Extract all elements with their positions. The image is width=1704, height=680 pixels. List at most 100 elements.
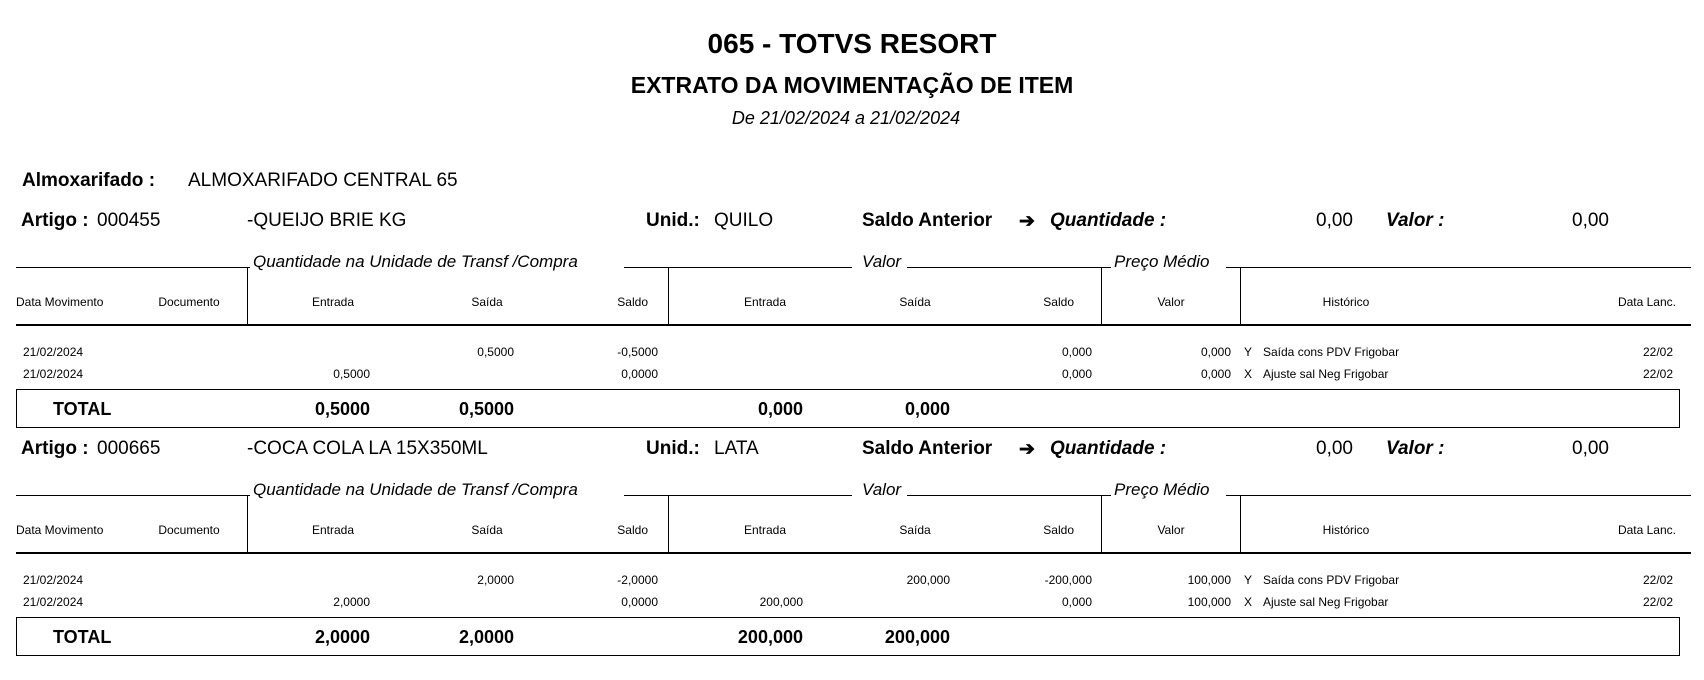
cell-pm-valor: 0,000 bbox=[1200, 345, 1231, 359]
header-bottom-line bbox=[16, 552, 1691, 554]
column-header: Entrada bbox=[743, 295, 787, 309]
report-subtitle: EXTRATO DA MOVIMENTAÇÃO DE ITEM bbox=[630, 72, 1074, 98]
cell-tipo: Y bbox=[1244, 573, 1253, 587]
column-header: Saída bbox=[899, 523, 931, 537]
column-header: Data Lanc. bbox=[1617, 295, 1676, 309]
total-v-saida: 200,000 bbox=[884, 627, 950, 647]
cell-data-lanc: 22/02 bbox=[1642, 573, 1673, 587]
column-header: Valor bbox=[1157, 523, 1185, 537]
saldo-anterior-label: Saldo Anterior bbox=[862, 210, 993, 231]
unid-label: Unid.: bbox=[646, 438, 700, 459]
almoxarifado-label: Almoxarifado : bbox=[22, 170, 156, 191]
column-divider bbox=[1101, 267, 1102, 325]
column-header: Data Movimento bbox=[16, 523, 104, 537]
total-label: TOTAL bbox=[53, 399, 112, 419]
divider bbox=[16, 495, 250, 496]
group-header-preco-medio: Preço Médio bbox=[1114, 480, 1210, 499]
cell-v-saida: 200,000 bbox=[906, 573, 950, 587]
total-v-entrada: 0,000 bbox=[757, 399, 803, 419]
column-divider bbox=[1240, 495, 1241, 553]
cell-tipo: Y bbox=[1244, 345, 1253, 359]
valor-label: Valor : bbox=[1386, 210, 1445, 231]
column-header: Documento bbox=[158, 523, 220, 537]
saldo-valor: 0,00 bbox=[1572, 438, 1609, 459]
cell-historico: Ajuste sal Neg Frigobar bbox=[1263, 595, 1389, 609]
divider bbox=[624, 495, 852, 496]
cell-q-saldo: -0,5000 bbox=[617, 345, 658, 359]
column-header: Saldo bbox=[617, 523, 648, 537]
divider bbox=[624, 267, 852, 268]
column-header: Data Movimento bbox=[16, 295, 104, 309]
column-header: Histórico bbox=[1322, 523, 1370, 537]
cell-q-entrada: 2,0000 bbox=[333, 595, 370, 609]
divider bbox=[1226, 267, 1691, 268]
artigo-code: 000455 bbox=[97, 210, 161, 231]
cell-q-entrada: 0,5000 bbox=[333, 367, 370, 381]
column-header: Entrada bbox=[311, 295, 355, 309]
divider bbox=[1226, 495, 1691, 496]
cell-tipo: X bbox=[1244, 367, 1253, 381]
cell-q-saldo: 0,0000 bbox=[621, 367, 658, 381]
cell-historico: Ajuste sal Neg Frigobar bbox=[1263, 367, 1389, 381]
saldo-quantidade: 0,00 bbox=[1316, 438, 1353, 459]
artigo-label: Artigo : bbox=[21, 438, 89, 459]
cell-v-entrada: 200,000 bbox=[759, 595, 803, 609]
unid-value: LATA bbox=[714, 438, 759, 459]
column-header: Entrada bbox=[311, 523, 355, 537]
cell-v-saldo: 0,000 bbox=[1061, 345, 1092, 359]
cell-v-saldo: 0,000 bbox=[1061, 595, 1092, 609]
total-q-entrada: 2,0000 bbox=[314, 627, 370, 647]
cell-pm-valor: 100,000 bbox=[1187, 595, 1231, 609]
total-row bbox=[16, 389, 1680, 428]
column-divider bbox=[1240, 267, 1241, 325]
column-header: Valor bbox=[1157, 295, 1185, 309]
report-title: 065 - TOTVS RESORT bbox=[707, 28, 997, 59]
column-header: Saldo bbox=[1043, 523, 1074, 537]
saldo-anterior-label: Saldo Anterior bbox=[862, 438, 993, 459]
total-v-saida: 0,000 bbox=[904, 399, 950, 419]
report-period: De 21/02/2024 a 21/02/2024 bbox=[731, 108, 961, 128]
valor-label: Valor : bbox=[1386, 438, 1445, 459]
column-divider bbox=[668, 495, 669, 553]
unid-value: QUILO bbox=[714, 210, 774, 231]
column-header: Saída bbox=[899, 295, 931, 309]
cell-q-saldo: -2,0000 bbox=[617, 573, 658, 587]
artigo-name: -QUEIJO BRIE KG bbox=[247, 210, 407, 231]
divider bbox=[16, 267, 250, 268]
cell-v-saldo: -200,000 bbox=[1044, 573, 1092, 587]
cell-historico: Saída cons PDV Frigobar bbox=[1263, 573, 1400, 587]
unid-label: Unid.: bbox=[646, 210, 700, 231]
cell-pm-valor: 0,000 bbox=[1200, 367, 1231, 381]
column-header: Saída bbox=[471, 295, 503, 309]
total-q-entrada: 0,5000 bbox=[314, 399, 370, 419]
cell-q-saida: 0,5000 bbox=[477, 345, 514, 359]
saldo-valor: 0,00 bbox=[1572, 210, 1609, 231]
group-header-preco-medio: Preço Médio bbox=[1114, 252, 1210, 271]
column-header: Saldo bbox=[617, 295, 648, 309]
cell-q-saldo: 0,0000 bbox=[621, 595, 658, 609]
quantidade-label: Quantidade : bbox=[1050, 210, 1167, 231]
arrow-right-icon: ➔ bbox=[1019, 211, 1035, 232]
column-divider bbox=[1101, 495, 1102, 553]
cell-q-saida: 2,0000 bbox=[477, 573, 514, 587]
cell-data: 21/02/2024 bbox=[23, 345, 84, 359]
column-header: Data Lanc. bbox=[1617, 523, 1676, 537]
column-header: Saldo bbox=[1043, 295, 1074, 309]
cell-tipo: X bbox=[1244, 595, 1253, 609]
saldo-quantidade: 0,00 bbox=[1316, 210, 1353, 231]
arrow-right-icon: ➔ bbox=[1019, 439, 1035, 460]
group-header-quantidade: Quantidade na Unidade de Transf /Compra bbox=[253, 252, 578, 271]
column-header: Histórico bbox=[1322, 295, 1370, 309]
group-header-valor: Valor bbox=[862, 252, 902, 271]
almoxarifado-value: ALMOXARIFADO CENTRAL 65 bbox=[188, 170, 458, 191]
total-label: TOTAL bbox=[53, 627, 112, 647]
total-q-saida: 0,5000 bbox=[458, 399, 514, 419]
column-header: Saída bbox=[471, 523, 503, 537]
column-header: Entrada bbox=[743, 523, 787, 537]
cell-historico: Saída cons PDV Frigobar bbox=[1263, 345, 1400, 359]
column-divider bbox=[668, 267, 669, 325]
column-divider bbox=[247, 267, 248, 325]
total-row bbox=[16, 617, 1680, 656]
header-bottom-line bbox=[16, 324, 1691, 326]
